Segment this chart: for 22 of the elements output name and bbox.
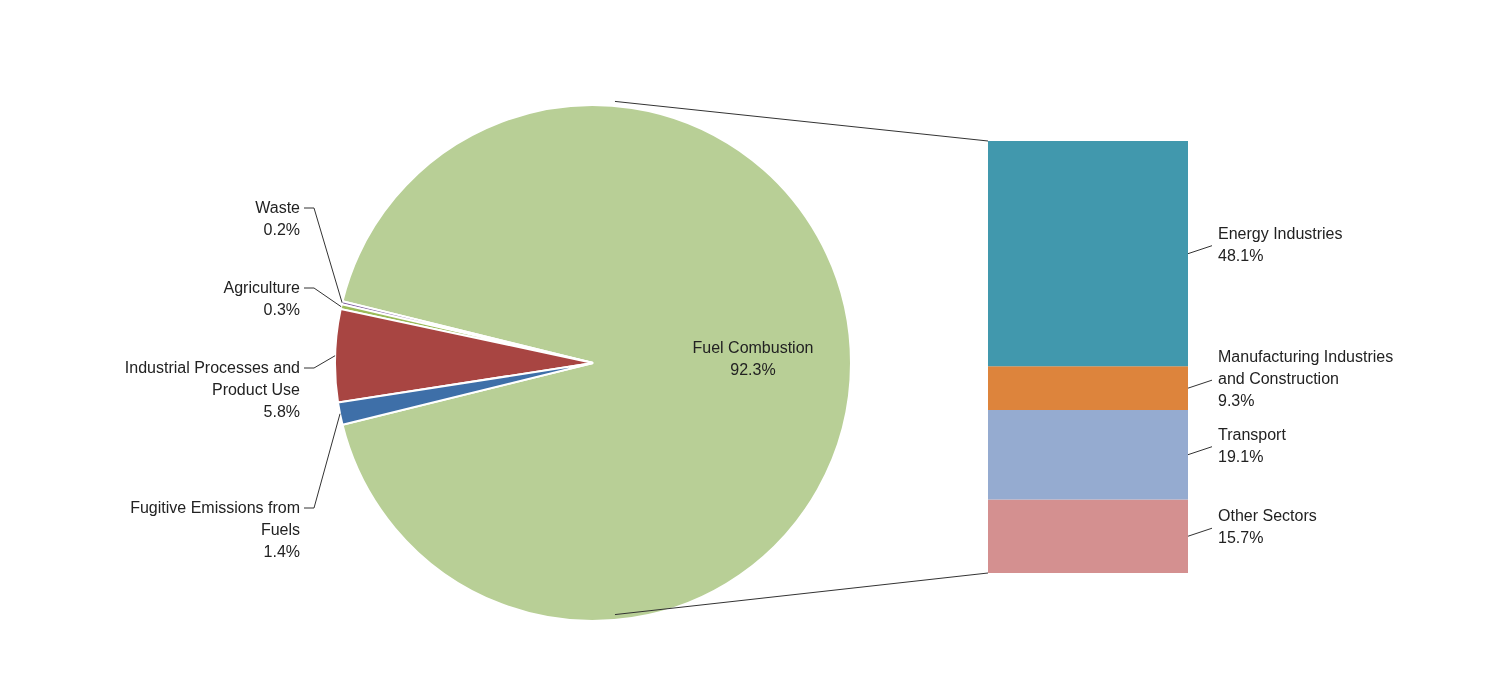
slice-label: Agriculture [223,279,301,296]
data-label: 1.4% [263,543,300,560]
data-label: 9.3% [1218,392,1255,410]
bar [988,141,1188,367]
slice-label: Fuel Combustion [692,339,814,356]
bar [988,409,1188,500]
series-label: Energy Industries [1218,224,1343,242]
bar [988,499,1188,573]
data-label: 19.1% [1218,447,1264,465]
slice-label: Industrial Processes and Product Use [124,359,301,398]
bar [988,366,1188,410]
series-label: Manufacturing Industries and Construction [1218,348,1394,388]
data-label: 0.3% [263,301,300,318]
slice-label: Fugitive Emissions from Fuels [130,499,300,538]
series-label: Transport [1218,425,1287,443]
slice-label: Waste [255,199,301,216]
data-label: 92.3% [730,361,776,378]
data-label: 15.7% [1218,529,1264,547]
data-label: 5.8% [263,403,300,420]
data-label: 0.2% [263,221,300,238]
data-label: 48.1% [1218,246,1264,264]
series-label: Other Sectors [1218,507,1317,525]
